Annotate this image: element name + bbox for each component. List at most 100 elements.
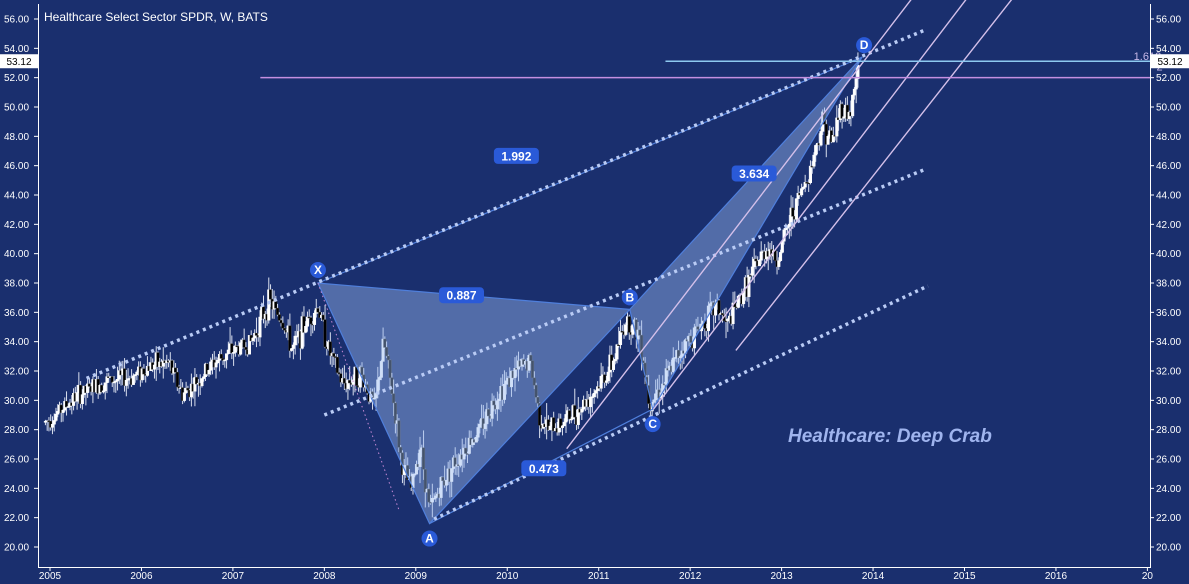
y-tick-label-left: 52.00 (4, 73, 29, 84)
candle-body (647, 385, 651, 404)
candle-body (532, 377, 536, 386)
candle-body (560, 425, 565, 428)
candle-body (423, 469, 427, 493)
candle-body (251, 337, 255, 342)
price-tag-right-text: 53.12 (1157, 57, 1182, 68)
candle-body (676, 350, 681, 358)
candle-body (175, 371, 179, 388)
candle-body (392, 393, 396, 404)
candle-body (814, 145, 818, 156)
y-tick-label-right: 38.00 (1156, 279, 1181, 290)
parallel-trendline (653, 0, 967, 410)
candle-body (247, 335, 251, 355)
candle-body (202, 376, 206, 379)
candle-body (671, 357, 675, 373)
y-tick-label-left: 38.00 (4, 279, 29, 290)
pattern-point-label: B (625, 290, 634, 304)
y-tick-label-left: 30.00 (4, 396, 29, 407)
candle-body (835, 117, 839, 137)
candle-body (276, 307, 280, 315)
candle-body (731, 302, 735, 325)
candle-body (536, 397, 540, 404)
candle-body (230, 343, 234, 354)
candle-body (800, 188, 804, 196)
price-tag-left-text: 53.12 (6, 57, 31, 68)
candle-body (791, 207, 795, 217)
candle-body (854, 78, 858, 90)
candle-body (216, 359, 220, 364)
candle-body (794, 198, 798, 220)
candle-body (421, 447, 426, 470)
y-tick-label-left: 22.00 (4, 513, 29, 524)
candle-body (824, 123, 828, 145)
pattern-point-badge (421, 530, 438, 547)
candle-body (124, 379, 128, 386)
ratio-label: 0.887 (447, 289, 477, 303)
candle-body (754, 258, 758, 262)
candle-body (342, 378, 346, 384)
candle-body (580, 408, 584, 413)
y-tick-label-left: 50.00 (4, 103, 29, 114)
candle-body (293, 335, 297, 346)
y-tick-label-right: 36.00 (1156, 308, 1181, 319)
candle-body (290, 348, 294, 351)
candle-body (726, 319, 730, 322)
candle-body (385, 347, 389, 357)
x-tick-label: 2010 (496, 571, 519, 582)
candle-body (562, 421, 566, 427)
candle-body (487, 409, 491, 417)
candle-body (777, 260, 781, 267)
candle-body (214, 362, 218, 368)
candle-body (430, 498, 434, 503)
candle-body (131, 375, 135, 385)
candle-body (209, 361, 213, 371)
candle-body (103, 382, 107, 392)
x-tick-label: 2009 (405, 571, 428, 582)
candle-body (200, 378, 204, 387)
candle-body (61, 409, 65, 413)
candle-body (604, 380, 608, 383)
candle-body (348, 380, 352, 384)
candle-body (826, 136, 830, 145)
candle-body (288, 325, 292, 351)
candle-body (312, 312, 317, 325)
candle-body (328, 341, 332, 356)
candle-body (594, 390, 598, 394)
candle-body (239, 342, 243, 355)
candle-body (309, 317, 313, 325)
candle-body (780, 240, 784, 253)
candle-body (589, 396, 593, 408)
candle-body (418, 449, 422, 467)
candle-body (135, 371, 139, 375)
candle-body (335, 356, 339, 373)
y-tick-label-left: 24.00 (4, 484, 29, 495)
candle-body (393, 402, 397, 424)
x-tick-label: 2016 (1045, 571, 1068, 582)
candle-body (627, 316, 631, 333)
candle-body (304, 326, 308, 333)
candle-body (50, 423, 55, 428)
pattern-point-label: A (425, 532, 434, 546)
y-tick-label-right: 40.00 (1156, 249, 1181, 260)
ratio-label: 0.473 (529, 462, 559, 476)
candle-body (274, 301, 278, 309)
xd-line (317, 56, 863, 284)
candle-body (242, 339, 246, 348)
pattern-point-label: C (648, 417, 657, 431)
y-tick-label-right: 34.00 (1156, 337, 1181, 348)
pattern-point-label: X (314, 263, 322, 277)
x-tick-label: 20 (1142, 571, 1154, 582)
candle-body (75, 392, 79, 402)
candle-body (812, 154, 816, 167)
y-tick-label-right: 56.00 (1156, 15, 1181, 26)
y-tick-label-right: 28.00 (1156, 425, 1181, 436)
candle-body (606, 371, 610, 382)
candle-body (757, 260, 761, 267)
ratio-badge (493, 147, 539, 164)
candle-body (279, 320, 283, 324)
candle-body (569, 418, 573, 421)
candle-body (573, 405, 577, 418)
candle-body (182, 392, 186, 401)
